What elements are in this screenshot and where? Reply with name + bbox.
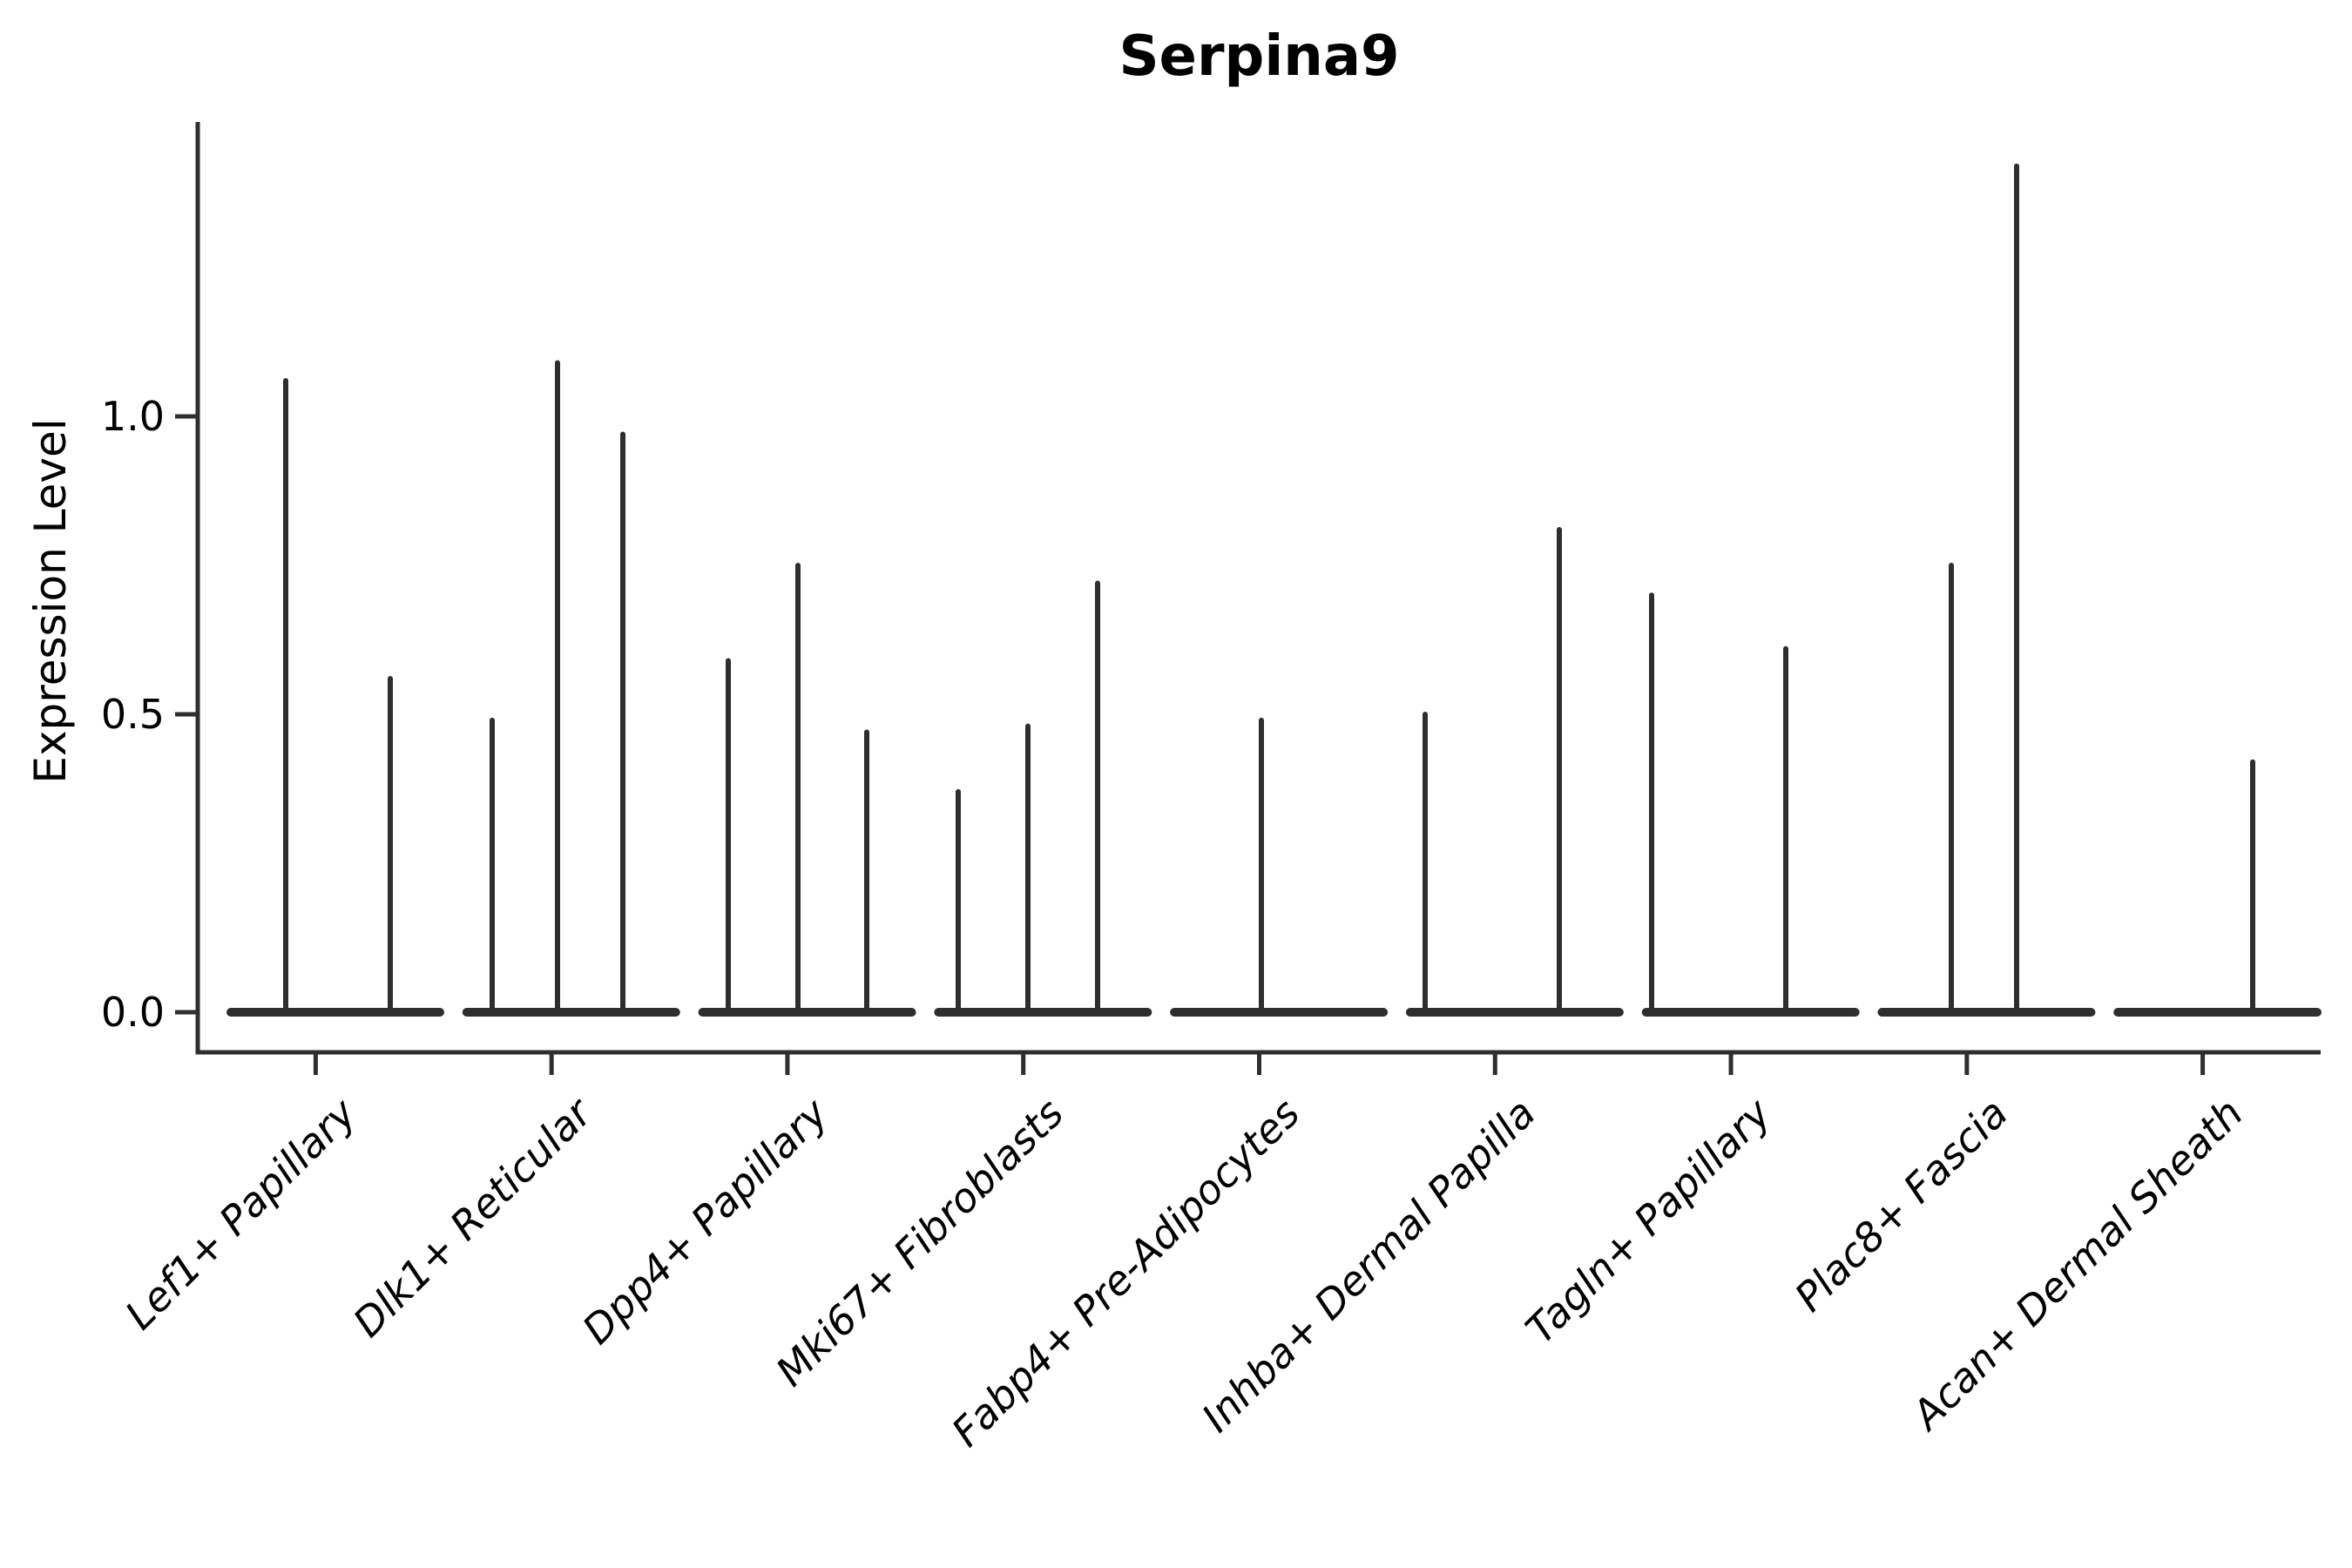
chart-title: Serpina9 xyxy=(1119,24,1400,89)
y-tick-label: 0.5 xyxy=(100,691,165,738)
y-tick-label: 0.0 xyxy=(100,989,165,1036)
y-tick-label: 1.0 xyxy=(100,393,165,440)
